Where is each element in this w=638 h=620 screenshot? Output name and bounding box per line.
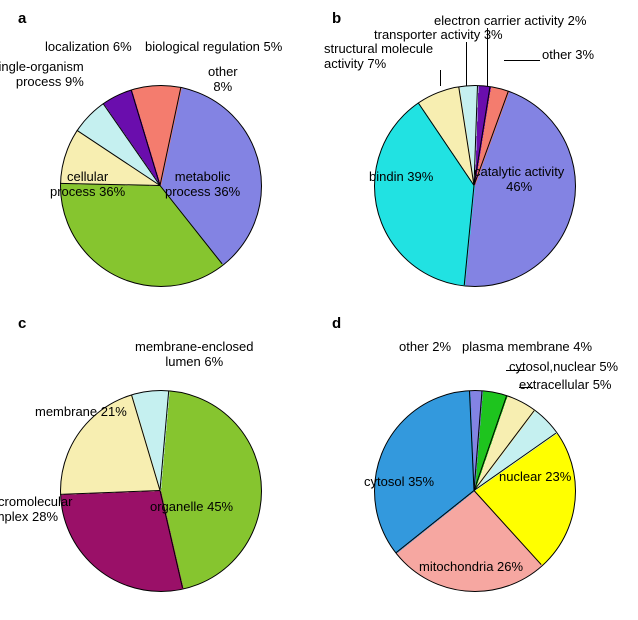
slice-label: transporter activity 3% [374, 28, 503, 43]
panel-a: a metabolicprocess 36% cellularprocess 36%… [10, 10, 310, 305]
slice-label: metabolicprocess 36% [165, 170, 240, 200]
panel-b: b catalytic activity46% bindin 39% structur… [324, 10, 624, 305]
slice-label: organelle 45% [150, 500, 233, 515]
leader-line [487, 28, 488, 86]
slice-label: mitochondria 26% [419, 560, 523, 575]
chart-grid: a metabolicprocess 36% cellularprocess 36%… [10, 10, 628, 610]
slice-label: other8% [208, 65, 238, 95]
slice-label: single-organismprocess 9% [0, 60, 84, 90]
slice-label: localization 6% [45, 40, 132, 55]
leader-line [506, 370, 524, 371]
slice-label: other 2% [399, 340, 451, 355]
leader-line [519, 387, 533, 388]
slice-label: cytosol,nuclear 5% [509, 360, 618, 375]
slice-label: cellularprocess 36% [50, 170, 125, 200]
slice-label: cytosol 35% [364, 475, 434, 490]
pie-chart [60, 390, 262, 592]
slice-label: macromolecularcomplex 28% [0, 495, 72, 525]
slice-label: plasma membrane 4% [462, 340, 592, 355]
slice-label: structural moleculeactivity 7% [324, 42, 433, 72]
leader-line [504, 60, 540, 61]
slice-label: nuclear 23% [499, 470, 571, 485]
slice-label: other 3% [542, 48, 594, 63]
leader-line [466, 42, 467, 86]
slice-label: membrane 21% [35, 405, 127, 420]
slice-label: catalytic activity46% [474, 165, 564, 195]
slice-label: electron carrier activity 2% [434, 14, 586, 29]
panel-d: d nuclear 23% mitochondria 26% cytosol 35% o… [324, 315, 624, 610]
slice-label: membrane-enclosedlumen 6% [135, 340, 254, 370]
panel-letter: c [18, 315, 26, 332]
slice-label: bindin 39% [369, 170, 433, 185]
panel-c: corganelle 45%macromolecularcomplex 28%m… [10, 315, 310, 610]
leader-line [440, 70, 441, 86]
slice-label: biological regulation 5% [145, 40, 282, 55]
panel-letter: d [332, 315, 341, 332]
panel-letter: b [332, 10, 341, 27]
panel-letter: a [18, 10, 26, 27]
slice-label: extracellular 5% [519, 378, 612, 393]
